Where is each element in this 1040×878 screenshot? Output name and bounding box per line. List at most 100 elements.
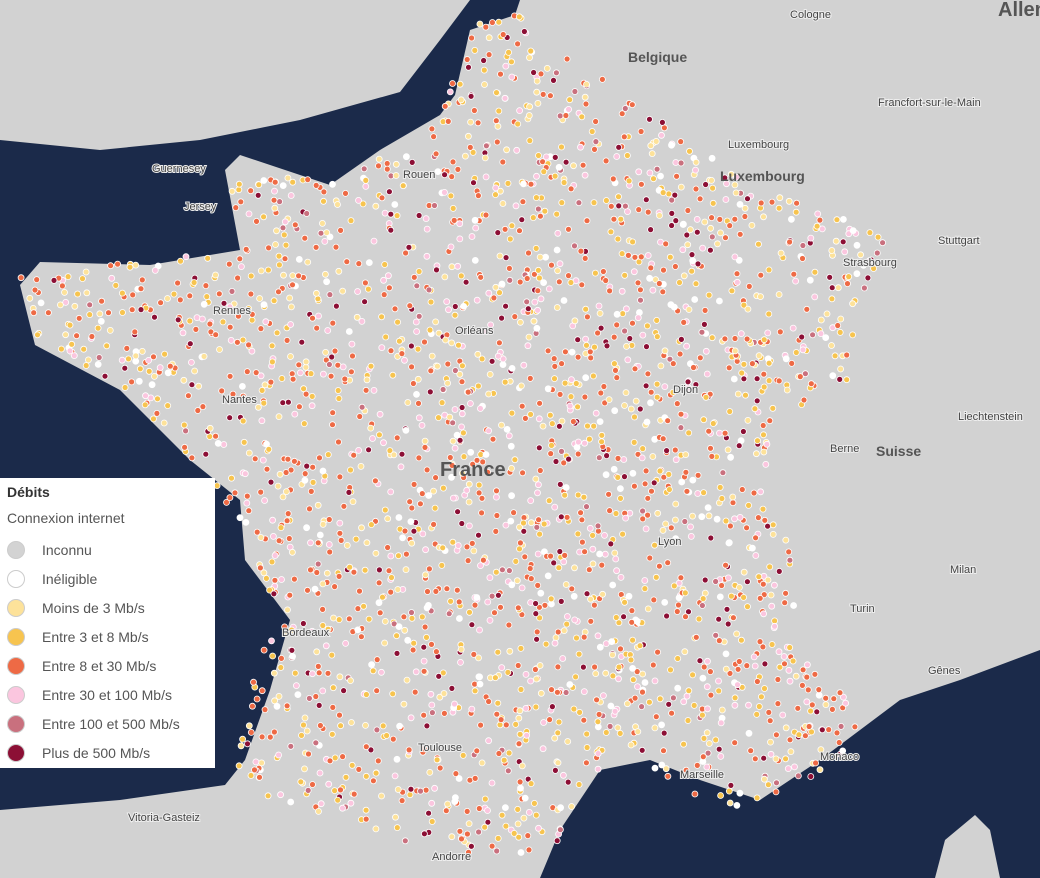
dot — [260, 646, 268, 654]
dot — [571, 564, 578, 572]
dot — [755, 703, 763, 710]
dot — [381, 261, 389, 268]
dot — [583, 730, 591, 738]
dot — [619, 530, 626, 538]
dot — [290, 457, 298, 465]
dot — [676, 350, 684, 358]
dot — [736, 789, 744, 797]
dot — [357, 633, 365, 641]
dot — [323, 278, 331, 286]
dot — [449, 158, 457, 166]
dot — [451, 444, 459, 452]
dot — [714, 240, 721, 248]
legend-item[interactable]: Entre 3 et 8 Mb/s — [7, 626, 149, 648]
dot — [322, 348, 330, 356]
legend-item[interactable]: Entre 30 et 100 Mb/s — [7, 684, 172, 706]
dot — [294, 691, 302, 698]
dot — [180, 421, 188, 429]
dot — [669, 360, 677, 368]
dot — [467, 842, 475, 850]
dot — [675, 601, 682, 609]
place: Belgique — [628, 49, 687, 65]
dot — [603, 197, 610, 204]
dot — [560, 771, 567, 779]
dot — [611, 360, 618, 368]
dot — [673, 400, 681, 408]
dot — [319, 622, 327, 629]
dot — [567, 279, 575, 286]
dot — [571, 242, 578, 250]
dot — [468, 540, 476, 547]
dot — [579, 161, 587, 169]
dot — [600, 268, 607, 275]
dot — [719, 469, 727, 477]
dot — [729, 493, 737, 501]
dot — [700, 735, 708, 742]
dot — [284, 398, 292, 406]
dot — [520, 180, 527, 188]
dot — [281, 623, 289, 631]
dot — [665, 700, 673, 708]
dot — [666, 486, 673, 493]
dot — [150, 372, 158, 380]
dot — [866, 257, 873, 265]
dot — [811, 293, 819, 301]
dot — [688, 267, 696, 275]
dot — [537, 212, 544, 220]
dot — [602, 669, 610, 677]
dot — [749, 544, 756, 552]
dot — [707, 691, 715, 699]
legend-label: Entre 3 et 8 Mb/s — [42, 629, 149, 645]
dot — [181, 443, 189, 451]
dot — [273, 227, 280, 235]
dot — [561, 379, 569, 387]
dot — [448, 833, 456, 841]
dot — [449, 80, 456, 87]
dot — [757, 271, 765, 279]
dot — [482, 451, 490, 458]
dot — [235, 186, 243, 194]
dot — [760, 370, 768, 378]
dot — [641, 577, 649, 584]
dot — [782, 536, 790, 544]
dot — [704, 657, 711, 665]
legend-item[interactable]: Plus de 500 Mb/s — [7, 742, 150, 764]
legend-item[interactable]: Entre 100 et 500 Mb/s — [7, 713, 180, 735]
dot — [621, 271, 629, 279]
dot — [678, 478, 686, 486]
dot — [375, 155, 383, 163]
dot — [464, 132, 472, 140]
legend-item[interactable]: Entre 8 et 30 Mb/s — [7, 655, 156, 677]
dot — [532, 610, 540, 617]
dot — [324, 451, 332, 459]
legend-item[interactable]: Inconnu — [7, 539, 92, 561]
dot — [656, 212, 663, 219]
dot — [419, 530, 427, 538]
dot — [836, 375, 844, 383]
dot — [641, 480, 649, 488]
legend-item[interactable]: Moins de 3 Mb/s — [7, 597, 145, 619]
dot — [315, 312, 322, 320]
dot — [517, 849, 525, 856]
dot — [394, 586, 402, 593]
dot — [692, 280, 700, 288]
dot — [600, 692, 607, 699]
dot — [129, 291, 137, 299]
dot — [270, 297, 278, 305]
dot — [360, 602, 368, 610]
dot — [851, 723, 859, 731]
dot — [646, 274, 653, 282]
dot — [535, 415, 543, 423]
dot — [374, 757, 382, 765]
dot — [307, 487, 315, 495]
dot — [319, 467, 327, 475]
dot — [350, 568, 358, 576]
dot — [191, 367, 199, 375]
dot — [282, 469, 290, 476]
dot — [269, 652, 277, 660]
dot — [639, 445, 647, 453]
dot — [679, 246, 687, 254]
legend-item[interactable]: Inéligible — [7, 568, 97, 590]
dot — [62, 331, 69, 339]
